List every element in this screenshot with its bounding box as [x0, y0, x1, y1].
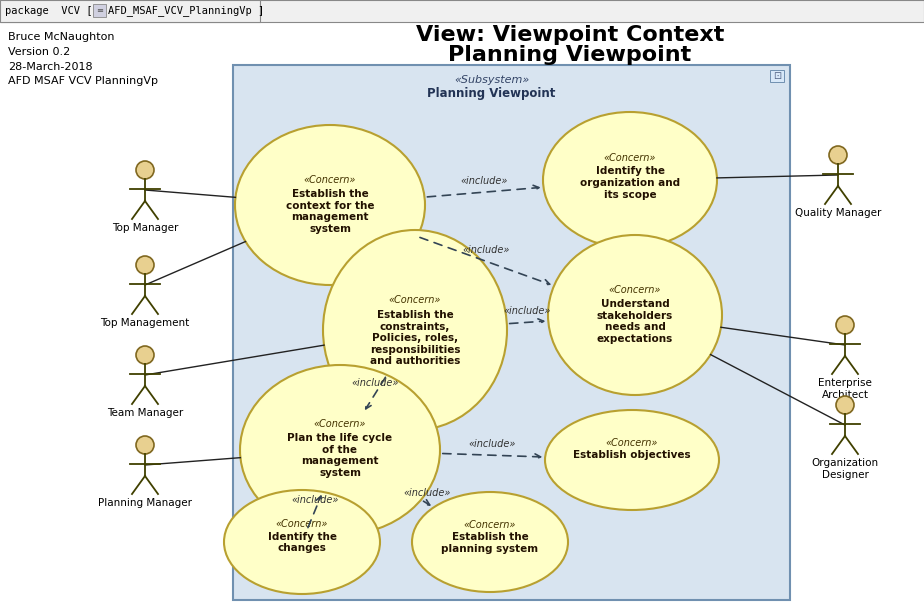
- Text: «Concern»: «Concern»: [609, 285, 662, 295]
- Ellipse shape: [323, 230, 507, 430]
- Ellipse shape: [412, 492, 568, 592]
- Text: Identify the
organization and
its scope: Identify the organization and its scope: [580, 166, 680, 200]
- Ellipse shape: [548, 235, 722, 395]
- Ellipse shape: [235, 125, 425, 285]
- Bar: [233, 65, 790, 600]
- Text: Identify the
changes: Identify the changes: [268, 532, 336, 553]
- Text: Understand
stakeholders
needs and
expectations: Understand stakeholders needs and expect…: [597, 299, 673, 344]
- Text: Establish the
planning system: Establish the planning system: [442, 532, 539, 554]
- Text: «Subsystem»: «Subsystem»: [454, 75, 529, 85]
- Text: «Concern»: «Concern»: [304, 175, 356, 185]
- Text: View: Viewpoint Context: View: Viewpoint Context: [416, 25, 724, 45]
- Text: Bruce McNaughton
Version 0.2
28-March-2018
AFD MSAF VCV PlanningVp: Bruce McNaughton Version 0.2 28-March-20…: [8, 32, 158, 86]
- Circle shape: [136, 256, 154, 274]
- Text: ⊡: ⊡: [773, 71, 781, 81]
- Text: «include»: «include»: [351, 378, 399, 388]
- Text: «include»: «include»: [462, 245, 509, 255]
- Text: Planning Viewpoint: Planning Viewpoint: [427, 87, 555, 100]
- Ellipse shape: [545, 410, 719, 510]
- Bar: [93, 4, 106, 17]
- Text: «Concern»: «Concern»: [464, 519, 517, 530]
- Text: «include»: «include»: [504, 306, 552, 316]
- Text: Establish the
constraints,
Policies, roles,
responsibilities
and authorities: Establish the constraints, Policies, rol…: [370, 310, 460, 367]
- Circle shape: [136, 436, 154, 454]
- Text: Top Management: Top Management: [101, 318, 189, 328]
- Text: «Concern»: «Concern»: [389, 295, 441, 305]
- Text: «include»: «include»: [291, 495, 338, 505]
- Text: «Concern»: «Concern»: [314, 419, 366, 429]
- Circle shape: [836, 396, 854, 414]
- Text: «include»: «include»: [404, 488, 451, 497]
- Text: «Concern»: «Concern»: [606, 437, 658, 447]
- Text: Team Manager: Team Manager: [107, 408, 183, 418]
- Text: Establish objectives: Establish objectives: [573, 450, 691, 460]
- Text: «include»: «include»: [468, 439, 517, 449]
- Text: Establish the
context for the
management
system: Establish the context for the management…: [286, 189, 374, 234]
- Text: Quality Manager: Quality Manager: [795, 208, 881, 218]
- Text: Enterprise
Architect: Enterprise Architect: [818, 378, 872, 400]
- Text: package  VCV [: package VCV [: [5, 6, 92, 16]
- Bar: [0, 0, 924, 22]
- Text: «Concern»: «Concern»: [275, 519, 328, 529]
- Bar: [770, 70, 784, 82]
- Circle shape: [836, 316, 854, 334]
- Circle shape: [136, 346, 154, 364]
- Text: Top Manager: Top Manager: [112, 223, 178, 233]
- Text: Planning Viewpoint: Planning Viewpoint: [448, 45, 692, 65]
- Text: AFD_MSAF_VCV_PlanningVp ]: AFD_MSAF_VCV_PlanningVp ]: [108, 5, 264, 16]
- Text: «include»: «include»: [460, 176, 507, 186]
- Text: Planning Manager: Planning Manager: [98, 498, 192, 508]
- Text: ≡: ≡: [96, 7, 103, 15]
- Ellipse shape: [240, 365, 440, 535]
- Text: Organization
Designer: Organization Designer: [811, 458, 879, 480]
- Bar: [0, 0, 260, 22]
- Text: «Concern»: «Concern»: [603, 153, 656, 163]
- Ellipse shape: [224, 490, 380, 594]
- Ellipse shape: [543, 112, 717, 248]
- Circle shape: [136, 161, 154, 179]
- Text: Plan the life cycle
of the
management
system: Plan the life cycle of the management sy…: [287, 433, 393, 478]
- Circle shape: [829, 146, 847, 164]
